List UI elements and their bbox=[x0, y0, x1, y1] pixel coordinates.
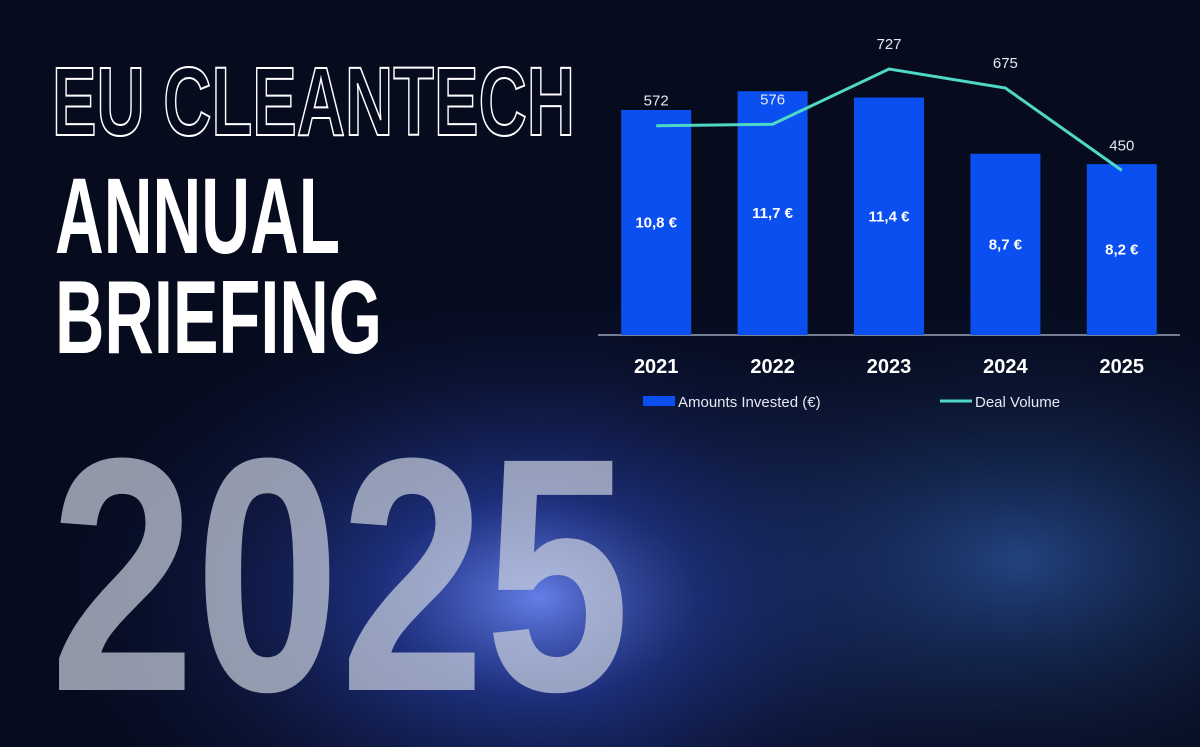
legend-label: Deal Volume bbox=[975, 394, 1060, 411]
year: 2025 bbox=[50, 389, 630, 747]
bar-value-label: 10,8 € bbox=[635, 215, 677, 232]
bar bbox=[737, 91, 808, 335]
bar bbox=[970, 153, 1041, 335]
line-value-label: 727 bbox=[876, 36, 901, 53]
x-tick-label: 2025 bbox=[1100, 356, 1145, 378]
x-tick-label: 2024 bbox=[983, 356, 1028, 378]
x-tick-label: 2023 bbox=[867, 356, 912, 378]
bar-value-label: 8,2 € bbox=[1105, 242, 1139, 259]
bar-value-label: 8,7 € bbox=[989, 236, 1023, 253]
legend-label: Amounts Invested (€) bbox=[678, 394, 821, 411]
bar-value-label: 11,4 € bbox=[869, 208, 911, 225]
x-tick-label: 2021 bbox=[634, 356, 679, 378]
title: EU CLEANTECH bbox=[52, 47, 575, 156]
x-tick-label: 2022 bbox=[750, 356, 795, 378]
bar bbox=[621, 110, 692, 335]
line-value-label: 675 bbox=[993, 55, 1018, 72]
bar bbox=[854, 97, 924, 335]
bar-value-label: 11,7 € bbox=[752, 205, 794, 222]
line-value-label: 576 bbox=[760, 91, 785, 108]
legend-swatch bbox=[643, 396, 675, 406]
line-value-label: 450 bbox=[1109, 137, 1134, 154]
line bbox=[656, 67, 1123, 172]
line-value-label: 572 bbox=[644, 93, 669, 110]
bar bbox=[1086, 164, 1157, 335]
subtitle: BRIEFING bbox=[55, 260, 382, 376]
subtitle: ANNUAL bbox=[55, 155, 340, 276]
